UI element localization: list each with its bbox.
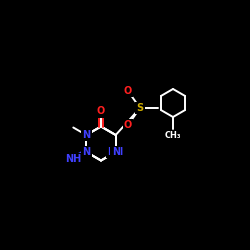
Text: O: O	[97, 106, 105, 117]
Text: O: O	[124, 120, 132, 130]
Text: N: N	[82, 130, 90, 140]
Text: N: N	[112, 147, 120, 157]
Text: NH: NH	[108, 147, 124, 157]
Text: CH₃: CH₃	[165, 130, 181, 140]
Text: NH: NH	[65, 154, 82, 164]
Text: N: N	[82, 147, 90, 157]
Text: O: O	[124, 86, 132, 96]
Text: S: S	[136, 103, 143, 113]
